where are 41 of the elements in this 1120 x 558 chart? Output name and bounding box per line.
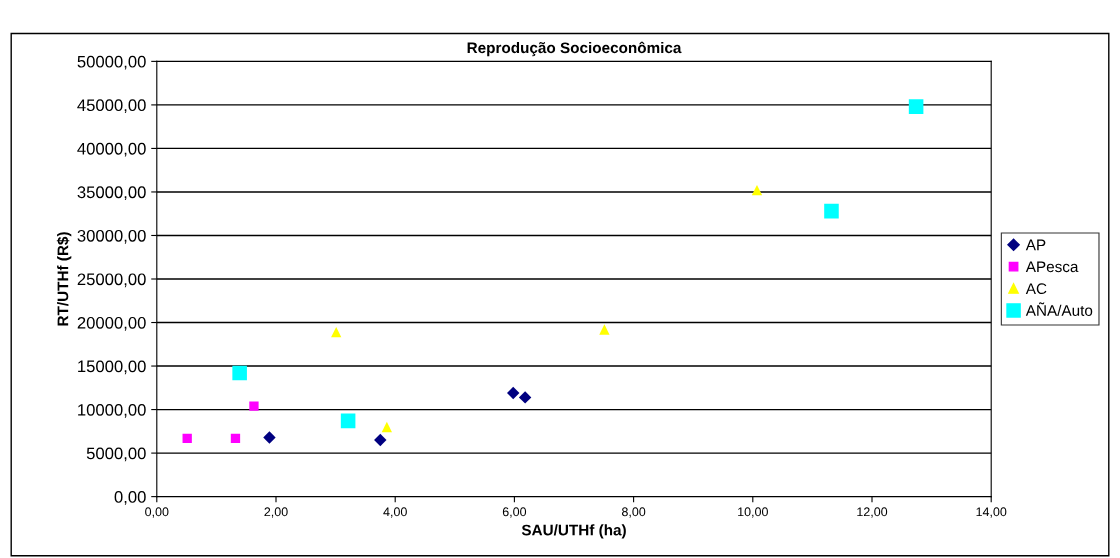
point [230,433,241,443]
point [263,431,276,444]
point [751,185,763,196]
x-tick-label: 8,00 [621,507,646,518]
y-tick-label: 25000,00 [77,273,146,288]
point [249,401,259,411]
y-axis-title: RT/UTHf (R$) [56,232,72,326]
point [507,386,520,400]
point [908,99,924,114]
y-tick-label: 20000,00 [77,316,146,331]
legend-label: APesca [1025,261,1079,273]
point [381,421,393,433]
x-tick-label: 14,00 [976,507,1007,518]
x-tick-label: 0,00 [145,507,169,518]
y-tick-label: 30000,00 [77,229,146,244]
point [599,324,610,335]
y-tick-label: 40000,00 [77,142,146,157]
chart-title: Reprodução Socioeconômica [467,41,682,57]
x-tick-label: 6,00 [502,507,527,518]
x-tick-label: 12,00 [857,507,888,518]
y-tick-label: 10000,00 [78,403,146,418]
legend-label: AÑA/Auto [1025,302,1093,316]
x-tick-label: 10,00 [738,507,768,518]
point [824,203,839,219]
y-tick-label: 15000,00 [78,360,146,375]
point [232,365,247,381]
y-tick-label: 5000,00 [86,447,146,462]
x-tick-label: 2,00 [264,507,288,518]
y-tick-label: 50000,00 [77,55,146,70]
y-tick-label: 35000,00 [77,186,146,201]
y-tick-label: 0,00 [114,491,146,505]
point [340,413,356,429]
point [374,433,387,447]
x-tick-label: 4,00 [383,507,407,518]
point [331,326,342,338]
legend-label: AP [1025,239,1046,251]
legend-label: AC [1025,283,1047,295]
y-tick-label: 45000,00 [77,99,146,114]
x-axis-title: SAU/UTHf (ha) [521,524,626,539]
point [182,433,192,443]
point [518,391,532,404]
